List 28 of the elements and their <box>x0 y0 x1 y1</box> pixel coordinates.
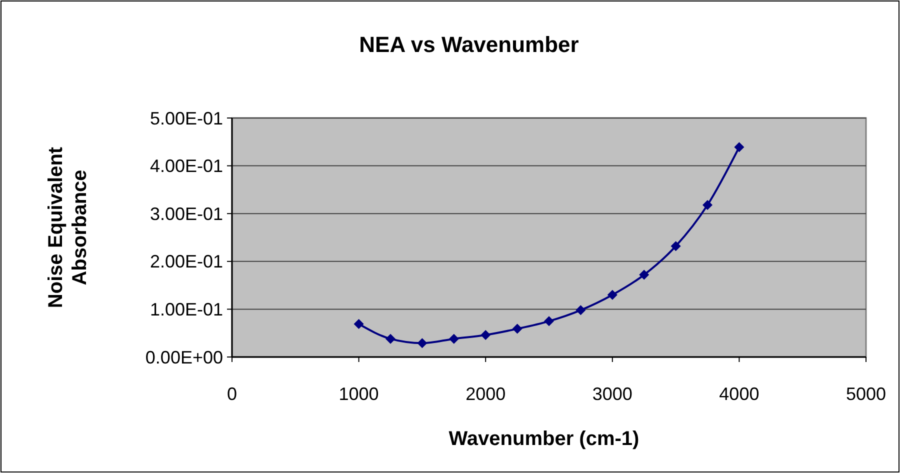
y-tick-label: 1.00E-01 <box>150 300 223 320</box>
y-tick-label: 0.00E+00 <box>145 347 223 368</box>
x-tick-label: 3000 <box>592 384 632 404</box>
y-tick-label: 5.00E-01 <box>150 108 223 128</box>
y-tick-label: 4.00E-01 <box>150 156 223 176</box>
point <box>639 270 650 280</box>
point <box>702 200 713 210</box>
x-tick-label: 5000 <box>846 384 886 404</box>
x-tick-label: 1000 <box>338 384 379 404</box>
point <box>576 305 586 316</box>
point <box>734 142 744 152</box>
point <box>480 330 491 340</box>
point <box>607 290 618 300</box>
chart-title: NEA vs Wavenumber <box>359 32 580 57</box>
point <box>544 316 554 326</box>
point <box>512 324 522 334</box>
y-axis-title: Noise Equivalent Absorbance <box>45 146 91 308</box>
x-tick-label: 4000 <box>719 384 760 404</box>
point <box>354 319 364 330</box>
point <box>385 334 396 344</box>
point <box>417 338 428 348</box>
x-tick-label: 0 <box>226 384 238 404</box>
x-tick-label: 2000 <box>466 384 506 404</box>
y-tick-label: 2.00E-01 <box>150 252 223 272</box>
x-axis-title: Wavenumber (cm-1) <box>448 428 640 450</box>
y-tick-label: 3.00E-01 <box>150 204 223 224</box>
point <box>670 241 681 252</box>
point <box>448 334 459 344</box>
